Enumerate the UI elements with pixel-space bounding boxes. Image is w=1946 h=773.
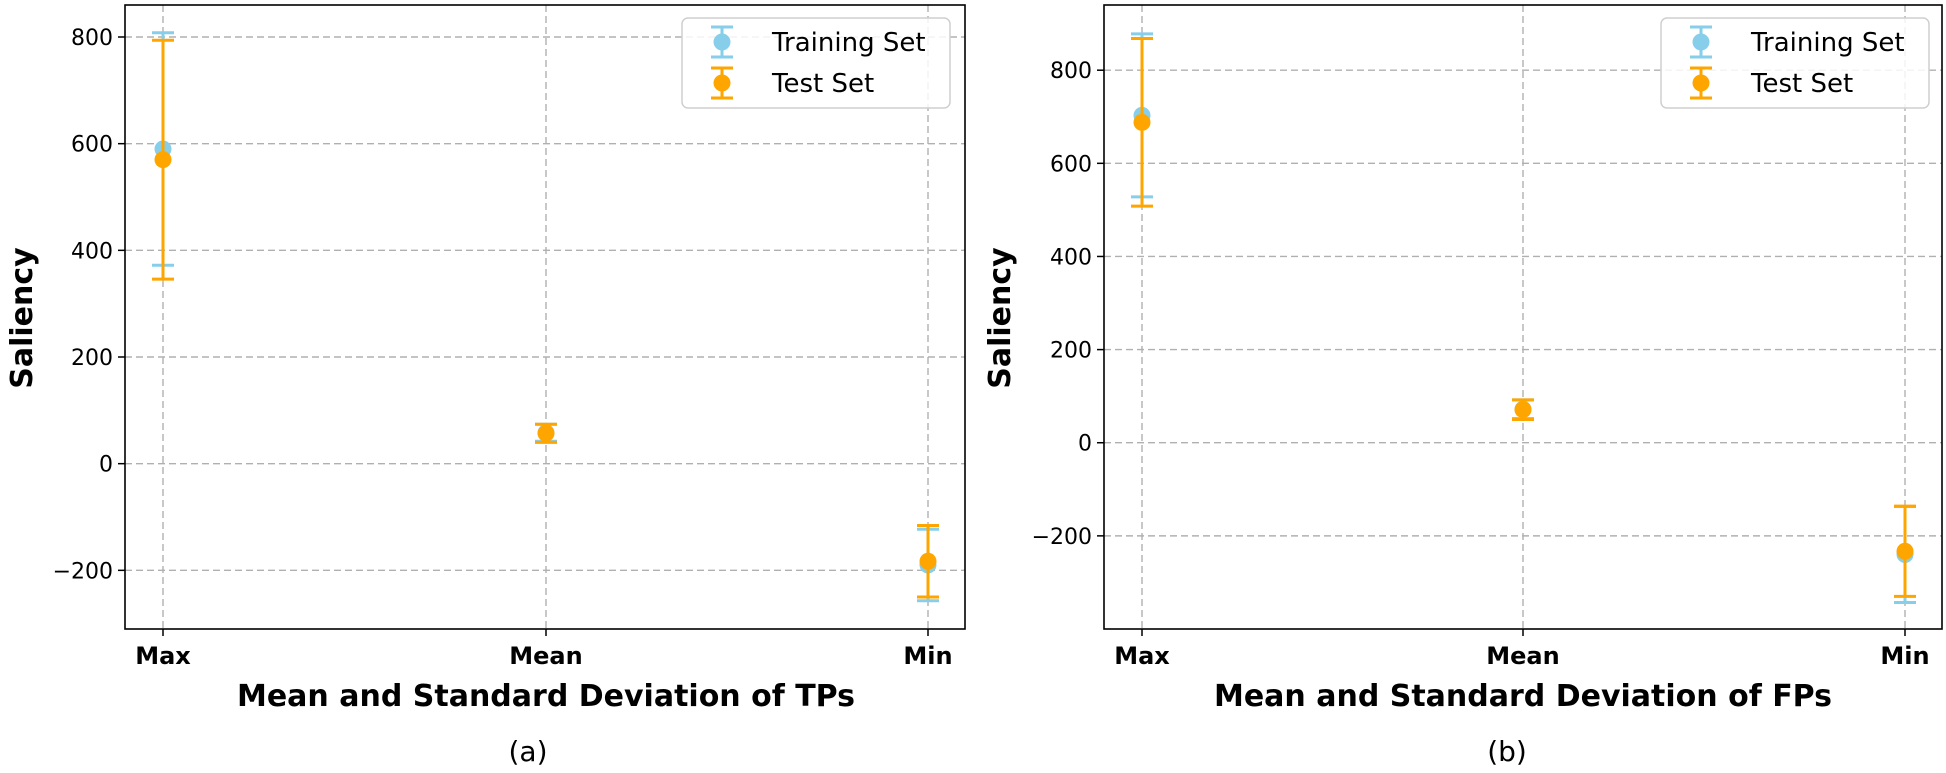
y-tick-label: 400 (71, 239, 113, 264)
test-point-mean (1514, 401, 1532, 419)
plot-frame (124, 4, 966, 630)
test-point-max (1133, 113, 1151, 131)
chart-panel-a: −200 0 200 400 600 800 Max Mean Min Saliency Me… (5, 4, 966, 768)
y-axis-title: Saliency (5, 247, 40, 389)
y-tick-label: 800 (1050, 59, 1092, 84)
legend-label-training: Training Set (1750, 28, 1905, 58)
legend: Training Set Test Set (681, 17, 951, 109)
y-tick-label: 600 (71, 133, 113, 158)
test-errorbar-min (1894, 504, 1916, 598)
y-tick-label: −200 (1032, 525, 1092, 550)
test-errorbar-min (917, 524, 939, 599)
legend: Training Set Test Set (1660, 17, 1930, 109)
x-axis-title: Mean and Standard Deviation of TPs (237, 679, 855, 714)
test-errorbar-mean (535, 422, 557, 444)
legend-marker-training (711, 25, 733, 59)
y-tick-label: 0 (99, 453, 113, 478)
x-tick-label: Min (1880, 642, 1929, 670)
test-point-min (1896, 542, 1914, 560)
test-errorbar-max (152, 38, 174, 281)
x-tick-label: Max (1114, 642, 1170, 670)
test-point-mean (537, 424, 555, 442)
legend-label-training: Training Set (771, 28, 926, 58)
x-tick-label: Min (903, 642, 952, 670)
y-tick-label: 200 (1050, 339, 1092, 364)
panel-caption: (b) (1487, 735, 1527, 768)
test-point-min (919, 552, 937, 570)
x-tick-label: Mean (509, 642, 582, 670)
legend-marker-test (1690, 66, 1712, 100)
y-tick-label: 800 (71, 26, 113, 51)
test-point-max (154, 151, 172, 169)
test-errorbar-max (1131, 37, 1153, 208)
x-tick-label: Max (135, 642, 191, 670)
legend-label-test: Test Set (1750, 69, 1853, 99)
panel-caption: (a) (508, 735, 547, 768)
legend-label-test: Test Set (771, 69, 874, 99)
y-tick-label: 200 (71, 346, 113, 371)
x-axis-title: Mean and Standard Deviation of FPs (1214, 679, 1832, 714)
y-tick-label: 400 (1050, 245, 1092, 270)
y-tick-label: 0 (1078, 432, 1092, 457)
chart-panel-b: −200 0 200 400 600 800 Max Mean Min Saliency Me… (983, 4, 1943, 768)
y-tick-label: 600 (1050, 152, 1092, 177)
y-axis-title: Saliency (983, 247, 1018, 389)
y-tick-label: −200 (53, 559, 113, 584)
legend-marker-training (1690, 25, 1712, 59)
test-errorbar-mean (1512, 398, 1534, 421)
x-tick-label: Mean (1486, 642, 1559, 670)
legend-marker-test (711, 66, 733, 100)
